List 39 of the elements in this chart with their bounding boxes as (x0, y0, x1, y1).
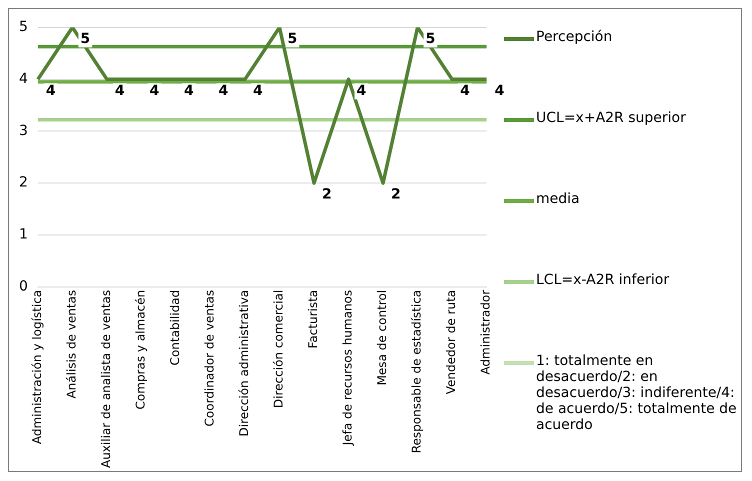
y-tick-label: 2 (18, 174, 28, 191)
x-tick-label: Dirección comercial (272, 290, 286, 408)
data-label: 4 (184, 82, 194, 99)
x-tick-label: Vendedor de ruta (444, 290, 458, 394)
x-tick-label: Auxiliar de analista de ventas (99, 290, 114, 468)
legend-label: Percepción (536, 29, 612, 45)
x-tick-label: Contabilidad (168, 290, 182, 366)
data-label: 4 (460, 82, 470, 99)
data-label: 5 (426, 31, 436, 48)
x-tick-label: Coordinador de ventas (202, 290, 217, 426)
x-tick-label: Análisis de ventas (64, 290, 79, 399)
data-label: 4 (218, 82, 228, 99)
data-label: 4 (114, 82, 125, 99)
legend-label: LCL=x-A2R inferior (536, 272, 670, 288)
y-tick-label: 1 (18, 226, 28, 243)
x-tick-label: Facturista (306, 290, 320, 348)
data-label: 2 (391, 186, 401, 203)
data-label: 5 (288, 31, 298, 48)
data-label: 2 (322, 186, 332, 203)
legend-label: 1: totalmente en desacuerdo/2: en desacuerdo/3: indiferente/4: de acuerdo/5: totalmente de acuerdo (536, 353, 738, 433)
x-tick-label: Administración y logística (30, 290, 44, 444)
x-tick-label: Administrador (478, 290, 493, 375)
data-label: 4 (149, 82, 160, 99)
x-tick-label: Mesa de control (375, 290, 390, 386)
data-label: 4 (356, 82, 367, 99)
data-label: 5 (80, 31, 90, 48)
x-tick-label: Compras y almacén (134, 290, 148, 410)
data-label: 4 (46, 82, 56, 99)
data-label: 4 (252, 82, 263, 99)
legend-label: UCL=x+A2R superior (536, 110, 686, 126)
x-tick-label: Jefa de recursos humanos (340, 290, 355, 446)
y-tick-label: 3 (18, 122, 28, 139)
data-label: 4 (494, 82, 505, 99)
y-tick-label: 4 (18, 70, 28, 87)
y-tick-label: 0 (18, 278, 28, 294)
y-tick-label: 5 (18, 19, 28, 36)
legend-label: media (536, 191, 580, 207)
x-tick-label: Responsable de estadística (410, 290, 424, 454)
x-tick-label: Dirección administrativa (237, 290, 252, 436)
